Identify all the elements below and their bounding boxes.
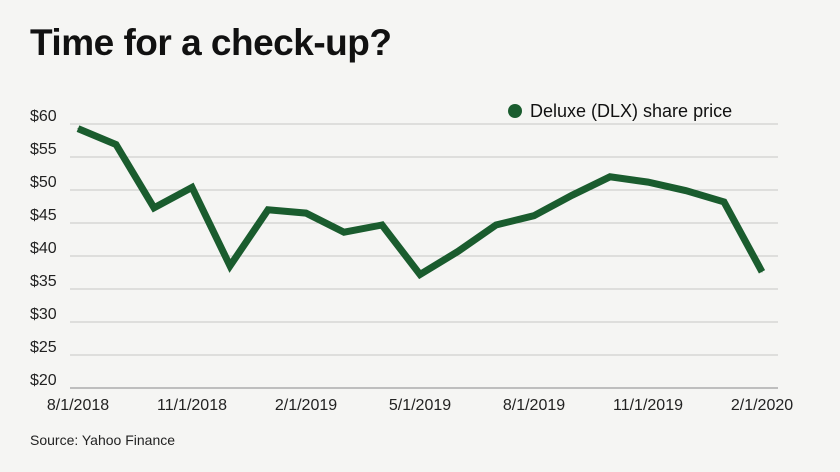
x-tick-label: 2/1/2019 xyxy=(275,397,337,414)
x-tick-label: 11/1/2019 xyxy=(613,397,683,414)
data-point xyxy=(229,265,231,267)
data-point xyxy=(723,201,725,203)
source-note: Source: Yahoo Finance xyxy=(30,432,176,448)
data-point xyxy=(761,271,763,273)
data-point xyxy=(77,128,79,130)
y-tick-label: $60 xyxy=(30,108,57,125)
x-tick-label: 8/1/2018 xyxy=(47,397,109,414)
series-line xyxy=(76,125,766,280)
gridlines xyxy=(70,123,778,389)
y-axis-ticks: $60 $55 $50 $45 $40 $35 $30 $25 $20 xyxy=(30,108,57,389)
x-tick-label: 8/1/2019 xyxy=(503,397,565,414)
y-tick-label: $40 xyxy=(30,240,57,257)
data-point xyxy=(571,194,573,196)
data-point xyxy=(153,207,155,209)
y-tick-label: $50 xyxy=(30,174,57,191)
legend: Deluxe (DLX) share price xyxy=(508,101,732,121)
y-tick-label: $55 xyxy=(30,141,57,158)
x-axis-ticks: 8/1/2018 11/1/2018 2/1/2019 5/1/2019 8/1/201… xyxy=(47,397,793,414)
data-point xyxy=(533,215,535,217)
legend-marker xyxy=(508,104,522,118)
data-point xyxy=(115,143,117,145)
data-point xyxy=(419,273,421,275)
data-point xyxy=(381,224,383,226)
data-point xyxy=(457,250,459,252)
data-point xyxy=(495,224,497,226)
data-point xyxy=(305,212,307,214)
data-point xyxy=(191,186,193,188)
legend-label: Deluxe (DLX) share price xyxy=(530,101,732,121)
y-tick-label: $20 xyxy=(30,372,57,389)
data-point xyxy=(609,176,611,178)
data-point xyxy=(343,231,345,233)
series-lines xyxy=(76,125,766,280)
y-tick-label: $35 xyxy=(30,273,57,290)
x-tick-label: 2/1/2020 xyxy=(731,397,793,414)
chart-title: Time for a check-up? xyxy=(30,22,392,63)
data-point xyxy=(685,190,687,192)
y-tick-label: $25 xyxy=(30,339,57,356)
x-tick-label: 5/1/2019 xyxy=(389,397,451,414)
data-point xyxy=(267,209,269,211)
y-tick-label: $30 xyxy=(30,306,57,323)
data-point xyxy=(647,181,649,183)
x-tick-label: 11/1/2018 xyxy=(157,397,227,414)
y-tick-label: $45 xyxy=(30,207,57,224)
